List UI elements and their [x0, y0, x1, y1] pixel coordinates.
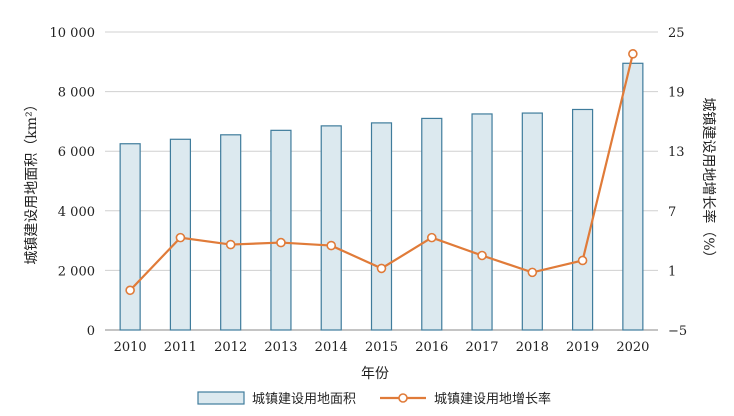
legend-line-marker [398, 393, 408, 403]
x-tick-label: 2016 [415, 340, 448, 355]
right-axis-ticks: −5 1 7 13 19 25 [668, 26, 687, 339]
right-tick-label: 1 [668, 264, 676, 279]
x-axis-title: 年份 [361, 366, 389, 382]
left-axis-title: 城镇建设用地面积（km²） [24, 97, 40, 264]
left-tick-label: 2 000 [58, 264, 95, 279]
right-tick-label: 7 [668, 205, 676, 220]
line-point [527, 267, 538, 278]
line-point [225, 239, 236, 250]
bar [421, 117, 443, 331]
right-tick-label: 25 [668, 26, 685, 41]
line-point [125, 285, 135, 296]
left-tick-label: 8 000 [58, 86, 95, 101]
left-axis-ticks: 0 2 000 4 000 6 000 8 000 10 000 [50, 26, 96, 339]
left-tick-label: 0 [87, 324, 95, 339]
line-point [426, 232, 437, 243]
line-point [175, 232, 186, 243]
legend: 城镇建设用地面积 城镇建设用地增长率 [197, 391, 551, 407]
x-tick-label: 2013 [264, 340, 297, 355]
x-tick-label: 2018 [516, 340, 549, 355]
line-series [125, 49, 638, 296]
bar [521, 112, 543, 331]
bar [622, 62, 644, 331]
left-tick-label: 10 000 [50, 26, 96, 41]
line-point [577, 255, 588, 266]
x-tick-label: 2014 [315, 340, 348, 355]
line-point [477, 250, 487, 261]
line-point [276, 237, 286, 248]
x-tick-label: 2015 [365, 340, 398, 355]
x-tick-label: 2010 [114, 340, 147, 355]
bar [119, 143, 141, 331]
x-tick-label: 2020 [616, 340, 649, 355]
x-tick-label: 2017 [465, 340, 498, 355]
left-tick-label: 4 000 [58, 205, 95, 220]
bar [270, 129, 292, 331]
legend-line-label: 城镇建设用地增长率 [434, 391, 551, 407]
x-tick-label: 2019 [566, 340, 599, 355]
legend-bar-swatch [197, 391, 245, 405]
right-axis-title: 城镇建设用地增长率（%） [700, 97, 717, 264]
right-tick-label: 19 [668, 86, 685, 101]
right-tick-label: −5 [668, 324, 687, 339]
right-tick-label: 13 [668, 145, 685, 160]
x-tick-label: 2012 [214, 340, 247, 355]
bar [320, 125, 342, 331]
bar [571, 108, 594, 331]
bar [220, 134, 242, 331]
left-tick-label: 6 000 [58, 145, 95, 160]
bar [370, 122, 393, 331]
line-point [326, 240, 337, 251]
bar-series [119, 62, 644, 331]
line-point [376, 263, 387, 274]
bar [471, 113, 493, 331]
line-point [628, 49, 638, 59]
x-tick-label: 2011 [164, 340, 197, 355]
x-axis-ticks: 2010 2011 2012 2013 2014 2015 2016 2017 2018 2019… [114, 340, 650, 355]
legend-bar-label: 城镇建设用地面积 [252, 392, 356, 407]
